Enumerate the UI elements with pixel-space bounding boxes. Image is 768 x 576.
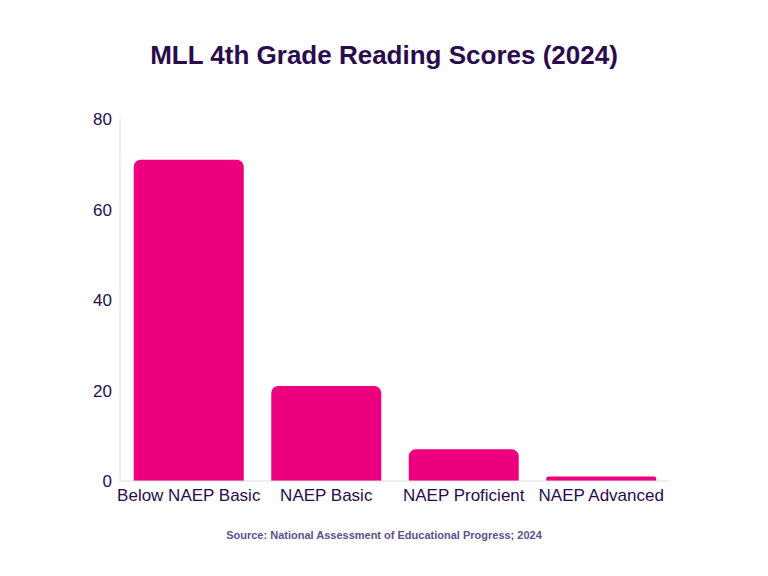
svg-text:0: 0 bbox=[103, 472, 112, 491]
svg-text:40: 40 bbox=[93, 291, 112, 310]
svg-text:20: 20 bbox=[93, 382, 112, 401]
html-text:Source: National Assessment of: Source: National Assessment of Education… bbox=[226, 529, 542, 541]
html-text:MLL 4th Grade Reading Scores (: MLL 4th Grade Reading Scores (2024) bbox=[150, 40, 618, 70]
svg-text:Below NAEP Basic: Below NAEP Basic bbox=[117, 486, 261, 505]
svg-text:60: 60 bbox=[93, 201, 112, 220]
svg-text:NAEP Basic: NAEP Basic bbox=[280, 486, 373, 505]
svg-text:NAEP Advanced: NAEP Advanced bbox=[539, 486, 664, 505]
svg-text:NAEP Proficient: NAEP Proficient bbox=[403, 486, 525, 505]
svg-text:80: 80 bbox=[93, 110, 112, 129]
